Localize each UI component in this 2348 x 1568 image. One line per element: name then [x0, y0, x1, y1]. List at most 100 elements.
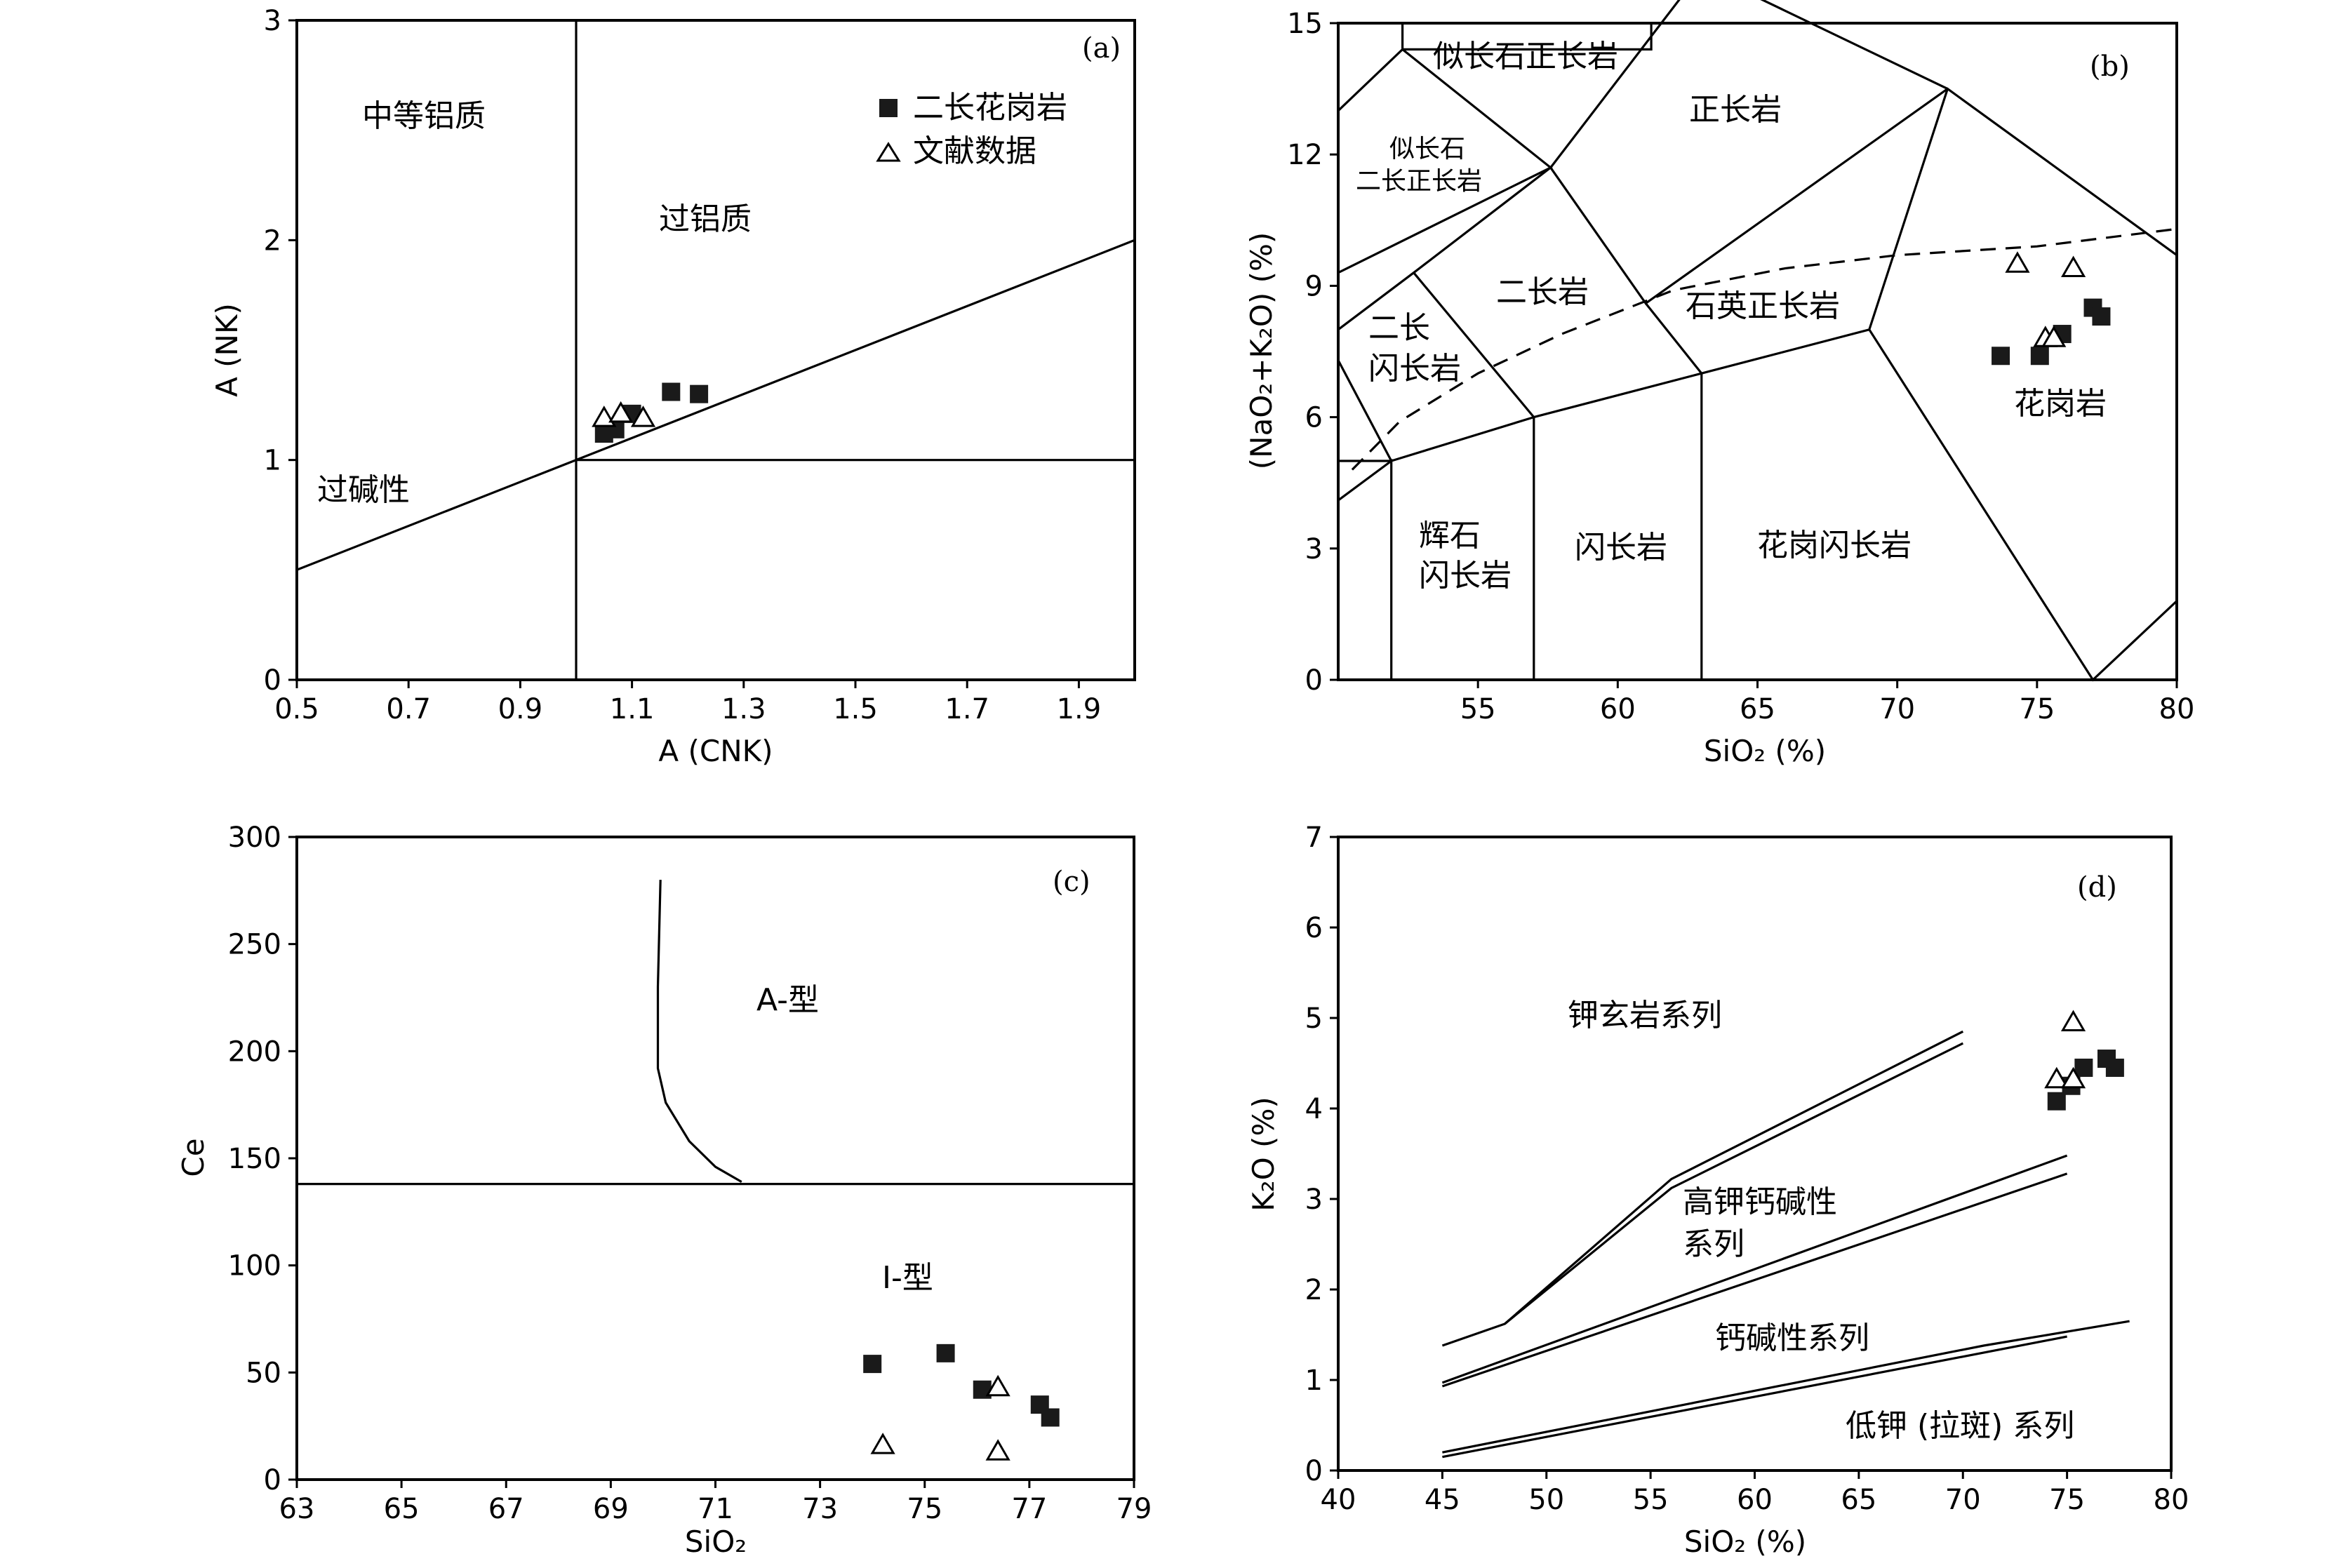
y-tick-label: 0 [1305, 664, 1323, 697]
panel-b-xlabel: SiO₂ (%) [1704, 734, 1826, 768]
x-tick-label: 70 [1945, 1484, 1981, 1516]
field-quartz-syenite: 石英正长岩 [1686, 288, 1840, 324]
x-tick-label: 65 [1740, 693, 1775, 725]
literature-data-point [2041, 326, 2067, 347]
boundary-line [1441, 1172, 2068, 1388]
panel-d-ylabel: K₂O (%) [1246, 1097, 1281, 1211]
region-a-type: A-型 [756, 982, 819, 1018]
literature-data-point [2061, 255, 2086, 277]
panel-a-ticks: 0.5 0.7 0.9 1.1 1.3 1.5 1.7 1.9 0 1 2 3 [264, 5, 1102, 725]
panel-d-points [2044, 1010, 2124, 1111]
x-tick-label: 77 [1011, 1493, 1047, 1525]
y-tick-label: 6 [1305, 402, 1323, 434]
panel-b-frame [1337, 22, 2178, 681]
panel-c-ticks: 63 65 67 69 71 73 75 77 79 0 50 100 150 200 250 300 [228, 822, 1152, 1525]
series-low-k-label: 低钾 (拉斑) 系列 [1846, 1408, 2074, 1444]
y-tick-label: 9 [1305, 270, 1323, 302]
boundary-line [1549, 0, 1949, 168]
literature-data-point [870, 1433, 895, 1454]
boundary-line [1504, 1042, 1964, 1325]
y-tick-label: 4 [1305, 1093, 1323, 1125]
boundary-line [1413, 272, 1535, 418]
panel-c-ylabel: Ce [176, 1138, 211, 1177]
legend-granite-label: 二长花岗岩 [913, 90, 1067, 126]
literature-data-point [2060, 1010, 2086, 1031]
legend-granite-marker [879, 99, 898, 117]
literature-data-point [630, 406, 656, 427]
y-tick-label: 2 [1305, 1274, 1323, 1306]
panel-d-frame [1337, 836, 2173, 1472]
panel-c-frame [295, 836, 1135, 1481]
x-tick-label: 67 [488, 1493, 524, 1525]
field-monzonite: 二长岩 [1496, 274, 1589, 310]
field-foid-monzosyenite-line1: 似长石 [1389, 135, 1465, 163]
y-tick-label: 3 [264, 5, 281, 37]
literature-data-point [985, 1374, 1010, 1397]
x-tick-label: 75 [2019, 693, 2055, 725]
y-tick-label: 0 [264, 1464, 281, 1496]
x-tick-label: 45 [1425, 1484, 1460, 1516]
field-monzodiorite-line1: 二长 [1368, 310, 1430, 346]
field-granodiorite: 花岗闪长岩 [1757, 528, 1912, 563]
boundary-line [656, 880, 742, 1183]
series-high-k-label-line1: 高钾钙碱性 [1683, 1184, 1837, 1220]
x-tick-label: 71 [698, 1493, 733, 1525]
field-gabbrodiorite-line1: 辉石 [1419, 518, 1481, 554]
y-tick-label: 250 [228, 929, 281, 961]
y-tick-label: 50 [246, 1357, 281, 1389]
literature-data-point [2044, 1066, 2069, 1089]
panel-b-ticks: 55 60 65 70 75 80 0 3 6 9 12 15 [1287, 8, 2194, 725]
panel-a-points [592, 382, 709, 443]
panel-a-label: (a) [1082, 32, 1121, 65]
y-tick-label: 3 [1305, 1184, 1323, 1216]
region-peralkaline: 过碱性 [317, 472, 410, 508]
legend-literature-marker [876, 142, 901, 162]
panel-b-ylabel: (NaO₂+K₂O) (%) [1244, 232, 1279, 469]
y-tick-label: 0 [1305, 1455, 1323, 1487]
field-diorite: 闪长岩 [1575, 530, 1667, 565]
granite-data-point [662, 382, 681, 401]
panel-c-points [863, 1343, 1060, 1461]
x-tick-label: 63 [279, 1493, 315, 1525]
x-tick-label: 0.5 [274, 693, 319, 725]
field-syenite: 正长岩 [1689, 92, 1782, 128]
x-tick-label: 1.9 [1057, 693, 1102, 725]
region-i-type: I-型 [882, 1260, 933, 1296]
legend-literature-label: 文献数据 [913, 133, 1036, 169]
x-tick-label: 75 [907, 1493, 942, 1525]
x-tick-label: 65 [1841, 1484, 1876, 1516]
boundary-line [1644, 88, 1949, 375]
granite-data-point [1992, 347, 2010, 366]
x-tick-label: 79 [1116, 1493, 1152, 1525]
boundary-line [1441, 1154, 2068, 1384]
boundary-line [1441, 1030, 1964, 1347]
field-granite: 花岗岩 [2014, 386, 2107, 422]
x-tick-label: 80 [2159, 693, 2195, 725]
x-tick-label: 80 [2154, 1484, 2189, 1516]
literature-data-point [592, 406, 617, 427]
panel-c-chart: 63 65 67 69 71 73 75 77 79 0 50 100 150 200 250 300 (c)… [176, 822, 1152, 1559]
panel-d-label: (d) [2077, 871, 2117, 904]
y-tick-label: 3 [1305, 533, 1323, 565]
panel-b-field-boundaries [1337, 0, 2178, 682]
panel-d-xlabel: SiO₂ (%) [1684, 1525, 1806, 1559]
literature-data-point [2060, 1066, 2086, 1089]
granite-data-point [2030, 347, 2049, 366]
y-tick-label: 300 [228, 822, 281, 854]
granite-data-point [863, 1355, 882, 1374]
panel-a-ylabel: A (NK) [210, 303, 244, 397]
panel-a-chart: 0.5 0.7 0.9 1.1 1.3 1.5 1.7 1.9 0 1 2 3 (a) 中等铝质 过铝… [210, 5, 1136, 768]
field-monzodiorite-line2: 闪长岩 [1368, 351, 1461, 387]
x-tick-label: 55 [1460, 693, 1496, 725]
series-calc-alkaline-label: 钙碱性系列 [1715, 1320, 1869, 1356]
x-tick-label: 55 [1633, 1484, 1669, 1516]
granite-data-point [936, 1343, 955, 1362]
x-tick-label: 60 [1737, 1484, 1773, 1516]
x-tick-label: 0.9 [498, 693, 543, 725]
panel-a-xlabel: A (CNK) [658, 734, 773, 768]
panel-b-points [1992, 251, 2111, 366]
y-tick-label: 7 [1305, 822, 1323, 854]
